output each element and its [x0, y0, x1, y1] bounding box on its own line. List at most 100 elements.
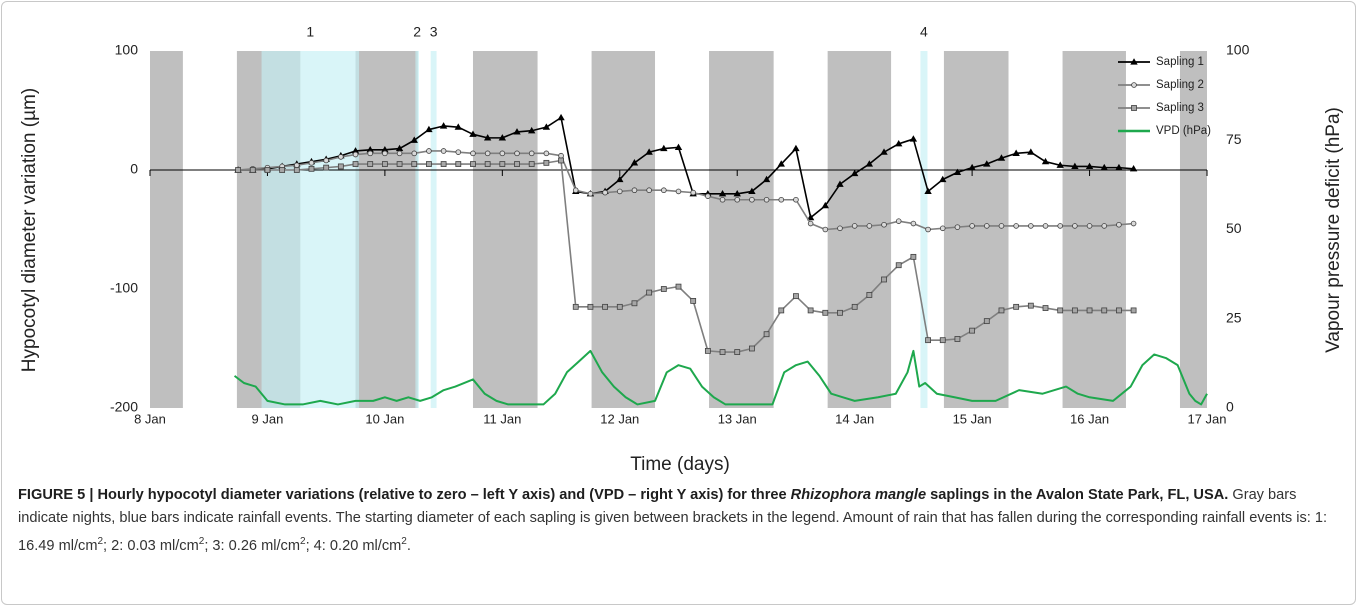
y-tick-label: 100	[115, 42, 139, 58]
rain-label: 2	[413, 24, 421, 40]
marker	[294, 162, 300, 169]
y-tick-label: -200	[110, 399, 138, 415]
marker	[910, 220, 917, 227]
caption-species: Rhizophora mangle	[790, 487, 927, 503]
marker	[690, 189, 696, 196]
marker	[925, 337, 931, 344]
marker	[1071, 307, 1078, 314]
marker	[645, 148, 653, 155]
marker	[954, 336, 961, 342]
marker	[969, 223, 975, 229]
marker	[323, 164, 330, 171]
marker	[939, 225, 946, 232]
marker	[866, 223, 873, 229]
marker	[968, 163, 976, 171]
x-tick-label: 11 Jan	[483, 411, 521, 426]
marker	[675, 188, 682, 195]
rain-label: 4	[920, 24, 928, 40]
marker	[616, 175, 624, 183]
marker	[718, 189, 727, 197]
marker	[631, 187, 638, 194]
marker	[439, 122, 448, 129]
y2-tick-label: 100	[1226, 42, 1250, 58]
marker	[308, 165, 315, 172]
marker	[895, 140, 903, 147]
marker	[806, 213, 815, 221]
marker	[470, 161, 476, 167]
marker	[499, 161, 506, 167]
caption-text: ; 2: 0.03 ml/cm	[103, 537, 199, 554]
y2-tick-label: 25	[1226, 309, 1242, 325]
marker	[777, 160, 785, 167]
marker	[850, 169, 859, 177]
night-band	[472, 51, 538, 408]
caption-text: Gray bars indicate nights, blue bars ind…	[18, 487, 1328, 554]
marker	[1101, 307, 1108, 314]
marker	[1101, 223, 1108, 229]
marker	[778, 196, 785, 203]
marker	[749, 345, 755, 352]
marker	[983, 223, 990, 229]
marker	[822, 226, 829, 233]
rain-label: 1	[306, 24, 314, 40]
marker	[660, 144, 668, 152]
marker	[279, 167, 286, 173]
marker	[953, 168, 962, 175]
marker	[734, 196, 741, 203]
marker	[983, 160, 991, 167]
marker	[454, 123, 462, 130]
marker	[719, 196, 726, 203]
marker	[1116, 307, 1122, 314]
night-band	[709, 51, 774, 408]
marker	[748, 187, 756, 195]
chart: Time (days) Hypocotyl diameter variation…	[19, 24, 1344, 475]
y-axis-title: Hypocotyl diameter variation (µm)	[19, 88, 40, 372]
superscript: 2	[97, 536, 104, 547]
marker	[558, 157, 564, 164]
marker	[587, 191, 594, 197]
legend-marker	[1131, 105, 1137, 111]
marker	[851, 303, 858, 310]
marker	[939, 175, 947, 183]
rain-label: 3	[430, 24, 438, 40]
marker	[1130, 220, 1137, 227]
series-line	[233, 349, 1208, 406]
marker	[895, 218, 902, 224]
x-tick-label: 16 Jan	[1070, 411, 1109, 426]
marker	[440, 161, 447, 167]
marker	[1072, 223, 1078, 229]
marker	[631, 300, 638, 307]
marker	[455, 161, 462, 167]
marker	[587, 303, 594, 310]
marker	[660, 286, 667, 292]
marker	[881, 276, 887, 283]
marker	[425, 125, 433, 133]
caption-title: saplings in the Avalon State Park, FL, U…	[930, 487, 1229, 503]
marker	[661, 187, 667, 194]
marker	[498, 134, 507, 141]
marker	[1130, 307, 1137, 314]
marker	[367, 161, 374, 167]
marker	[337, 163, 344, 170]
marker	[851, 223, 858, 229]
x-axis-title: Time (days)	[630, 454, 730, 475]
marker	[1027, 148, 1035, 155]
marker	[1042, 223, 1049, 229]
marker	[483, 134, 492, 141]
legend-label: Sapling 1	[1156, 56, 1204, 68]
marker	[880, 148, 888, 155]
marker	[909, 135, 918, 142]
marker	[690, 297, 697, 304]
marker	[499, 150, 506, 157]
marker	[998, 223, 1005, 229]
x-tick-label: 14 Jan	[835, 411, 874, 426]
marker	[910, 253, 917, 260]
x-tick-label: 13 Jan	[718, 411, 757, 426]
marker	[865, 160, 874, 167]
marker	[616, 303, 623, 310]
marker	[1100, 163, 1108, 171]
marker	[881, 221, 887, 228]
marker	[572, 303, 579, 310]
series-4	[233, 349, 1208, 406]
